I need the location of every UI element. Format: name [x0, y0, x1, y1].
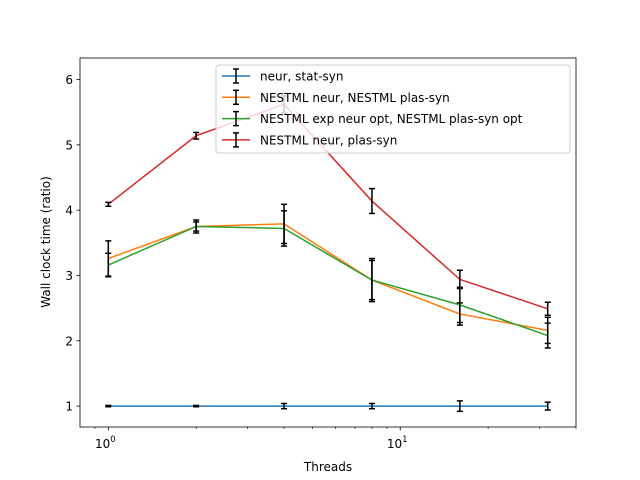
x-tick-base: 10	[95, 437, 110, 451]
legend-item-3: NESTML neur, plas-syn	[222, 132, 397, 148]
x-tick-base: 10	[387, 437, 402, 451]
error-bar-2-0	[105, 252, 112, 278]
series-line-1	[108, 223, 548, 332]
x-axis-label: Threads	[303, 460, 352, 474]
y-ticks: 1 2 3 4 5 6	[65, 73, 80, 414]
y-axis-label: Wall clock time (ratio)	[39, 176, 53, 308]
x-tick-exponent: 1	[402, 435, 407, 445]
legend-item-0: neur, stat-syn	[222, 68, 343, 84]
legend-label: neur, stat-syn	[260, 70, 343, 84]
legend-item-1: NESTML neur, NESTML plas-syn	[222, 89, 450, 106]
y-tick-label-2: 3	[65, 269, 73, 283]
y-tick-label-5: 6	[65, 73, 73, 87]
error-bar-0-2	[281, 402, 288, 410]
y-tick-label-0: 1	[65, 400, 73, 414]
error-bar-0-5	[544, 401, 551, 411]
x-tick-label-1: 101	[387, 435, 408, 451]
y-tick-label-1: 2	[65, 334, 73, 348]
plot-frame	[79, 57, 577, 428]
y-tick-label-3: 4	[65, 204, 73, 218]
error-bar-3-4	[456, 269, 463, 290]
legend-label: NESTML exp neur opt, NESTML plas-syn opt	[260, 112, 523, 126]
x-tick-exponent: 0	[110, 435, 115, 445]
error-bar-0-0	[105, 404, 112, 408]
error-bar-2-3	[368, 259, 375, 301]
error-bar-2-1	[193, 221, 200, 232]
error-bar-2-5	[544, 322, 551, 349]
x-tick-label-0: 100	[95, 435, 116, 451]
error-bar-0-1	[193, 404, 200, 408]
legend-label: NESTML neur, plas-syn	[260, 133, 397, 147]
legend-box	[215, 64, 571, 154]
error-bar-2-2	[281, 210, 288, 247]
series-line-2	[107, 225, 548, 337]
y-tick-label-4: 5	[65, 138, 73, 152]
x-ticks: 100 101	[94, 427, 577, 451]
error-bar-3-3	[368, 187, 375, 215]
error-bar-3-5	[544, 301, 551, 317]
error-bar-0-4	[456, 400, 463, 413]
error-bar-3-0	[105, 201, 112, 208]
legend-label: NESTML neur, NESTML plas-syn	[260, 91, 450, 105]
error-bar-0-3	[368, 402, 375, 410]
legend-item-2: NESTML exp neur opt, NESTML plas-syn opt	[222, 110, 523, 127]
legend: neur, stat-syn NESTML neur, NESTML plas-s…	[215, 64, 571, 154]
error-bar-3-1	[193, 131, 200, 140]
